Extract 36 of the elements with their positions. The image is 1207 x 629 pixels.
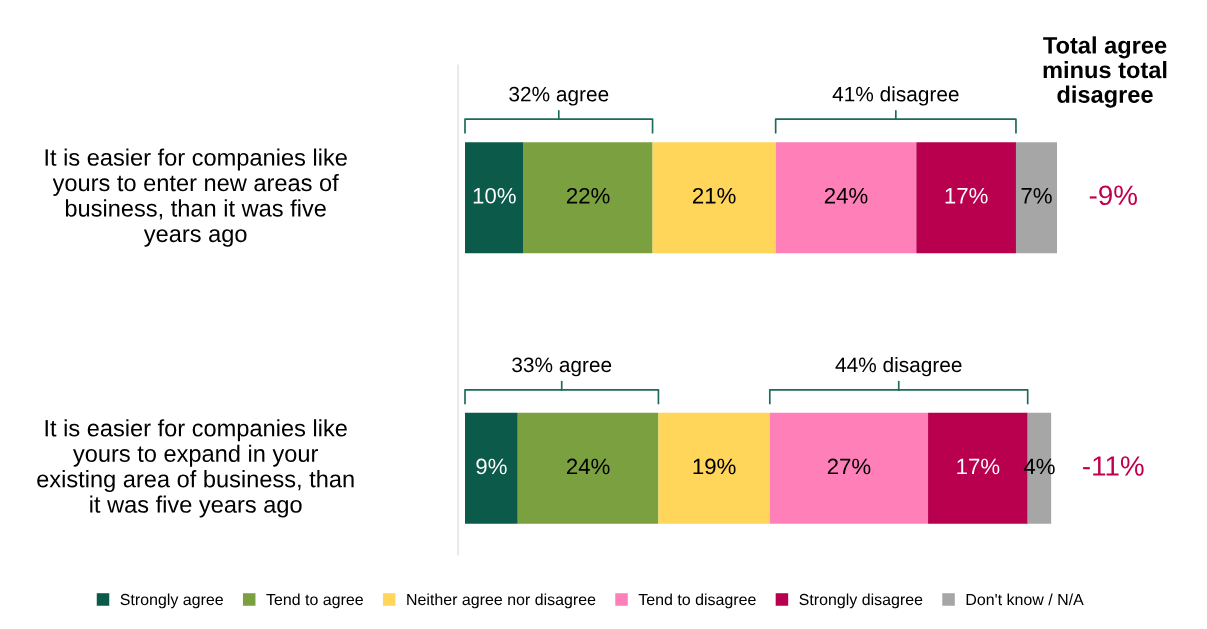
data-label: 9% bbox=[476, 458, 507, 475]
data-label: 19% bbox=[693, 458, 736, 475]
data-label: 17% bbox=[945, 187, 988, 204]
bar bbox=[523, 142, 653, 254]
bar bbox=[658, 412, 770, 524]
legend-label: Strongly agree bbox=[120, 593, 223, 609]
annotation: 33% agree bbox=[512, 357, 612, 377]
data-label: 24% bbox=[566, 458, 610, 475]
legend-label: Tend to disagree bbox=[638, 593, 756, 609]
legend-label: Strongly disagree bbox=[799, 593, 923, 609]
y-tick-label: It is easier for companies like yours to enter new areas of business, than it was five years ago bbox=[45, 148, 347, 247]
text: -11% bbox=[1083, 456, 1144, 476]
bar bbox=[775, 142, 917, 254]
y-tick-label: It is easier for companies like yours to expand in your existing area of business, than it was five years ago bbox=[37, 419, 354, 518]
bar bbox=[916, 142, 1016, 254]
data-label: 22% bbox=[566, 187, 610, 204]
bar bbox=[1015, 142, 1057, 254]
text: -9% bbox=[1089, 185, 1137, 206]
legend-label: Don't know / N/A bbox=[966, 593, 1084, 606]
legend-label: Neither agree nor disagree bbox=[407, 593, 596, 609]
bar bbox=[465, 142, 524, 254]
legend-label: Tend to agree bbox=[266, 593, 363, 609]
annotation: 44% disagree bbox=[835, 356, 962, 377]
data-label: 10% bbox=[473, 187, 516, 204]
bar bbox=[769, 412, 929, 524]
annotation: 32% agree bbox=[509, 86, 609, 106]
bar bbox=[465, 412, 518, 524]
data-label: 7% bbox=[1021, 187, 1052, 204]
annotation: 41% disagree bbox=[832, 86, 959, 106]
annotation: Total agree minus total disagree bbox=[1043, 36, 1167, 108]
data-label: 21% bbox=[692, 187, 736, 204]
bar bbox=[517, 412, 659, 524]
data-label: 17% bbox=[957, 458, 1000, 475]
bar bbox=[652, 142, 776, 254]
data-label: 24% bbox=[824, 187, 868, 204]
data-label: 27% bbox=[827, 458, 871, 475]
